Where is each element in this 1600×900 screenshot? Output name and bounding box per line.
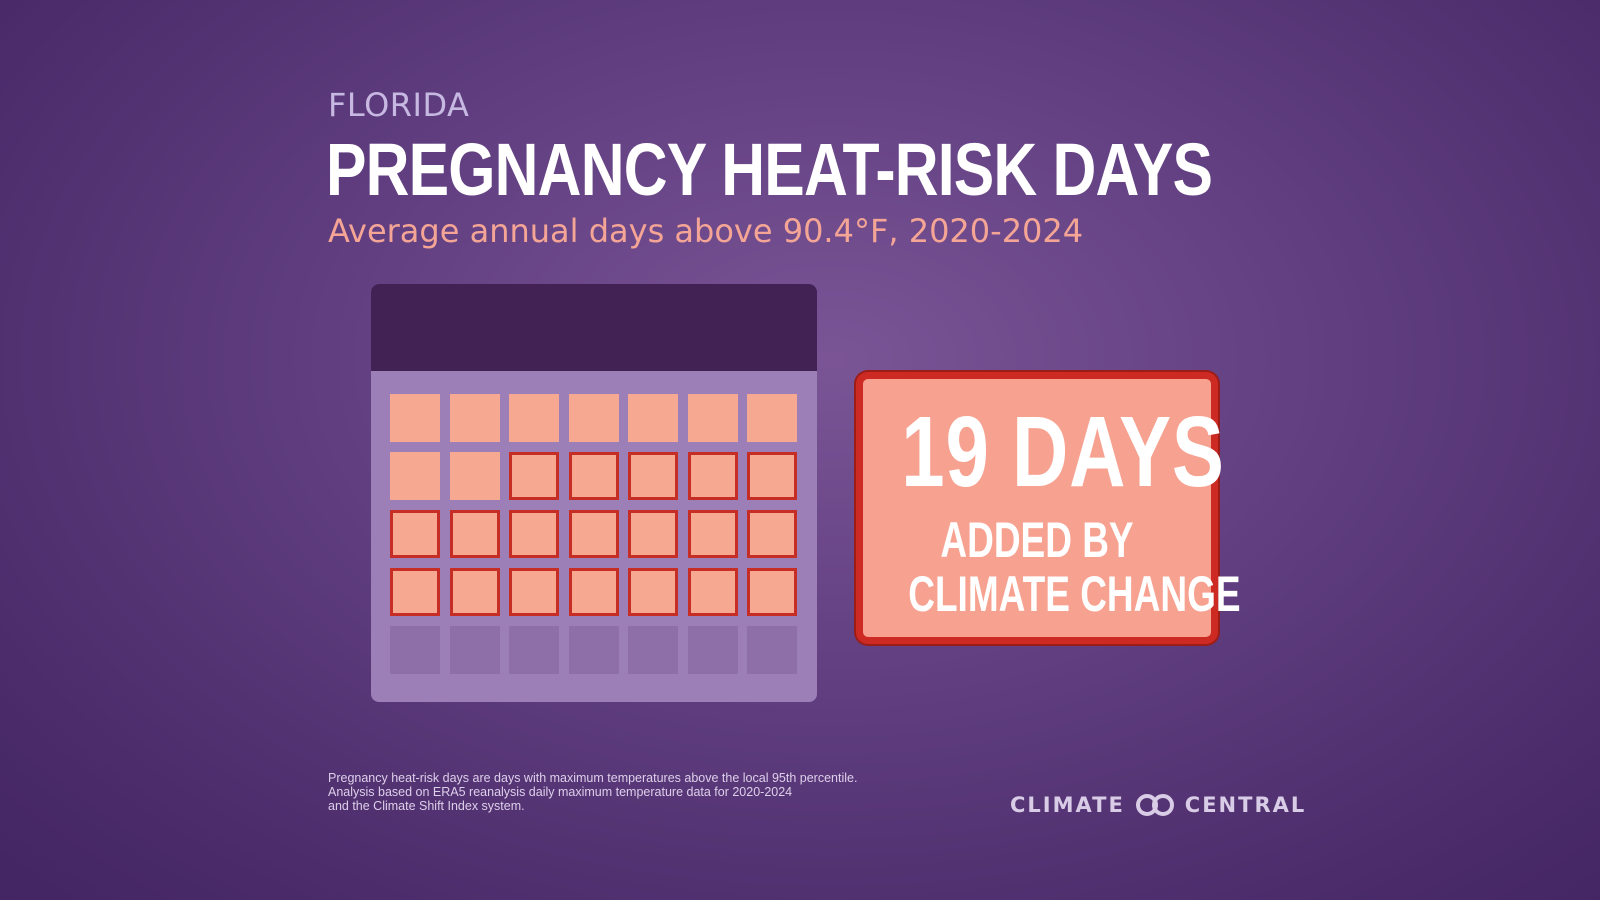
calendar-added-heat-day	[747, 452, 797, 500]
badge-caption-line1: ADDED BY	[940, 512, 1134, 568]
calendar-empty-day	[628, 626, 678, 674]
badge-caption: ADDED BY CLIMATE CHANGE	[908, 512, 1241, 622]
state-label: FLORIDA	[328, 86, 470, 124]
calendar-header	[371, 284, 817, 371]
calendar-heat-day	[687, 394, 738, 442]
days-count-text: 19 DAYS	[901, 396, 1225, 508]
calendar-heat-day	[390, 452, 440, 500]
climate-central-logo: CLIMATE CENTRAL	[1010, 791, 1306, 819]
calendar-heat-day	[568, 394, 619, 442]
calendar-added-heat-day	[509, 510, 559, 558]
footnote-line1: Pregnancy heat-risk days are days with m…	[328, 771, 858, 785]
calendar-added-heat-day	[747, 568, 797, 616]
logo-text-climate: CLIMATE	[1010, 793, 1125, 817]
calendar-empty-day	[568, 626, 619, 674]
calendar-added-heat-day	[390, 568, 440, 616]
calendar-added-heat-day	[568, 568, 619, 616]
calendar-added-heat-day	[568, 510, 619, 558]
calendar-added-heat-day	[687, 568, 738, 616]
calendar-empty-day	[509, 626, 559, 674]
days-added-badge: 19 DAYS ADDED BY CLIMATE CHANGE	[856, 372, 1241, 644]
calendar-added-heat-day	[628, 510, 678, 558]
calendar-heat-day	[449, 394, 500, 442]
page-subtitle: Average annual days above 90.4°F, 2020-2…	[328, 212, 1084, 250]
methodology-footnote: Pregnancy heat-risk days are days with m…	[328, 771, 948, 813]
footnote-line2: Analysis based on ERA5 reanalysis daily …	[328, 785, 793, 799]
calendar-added-heat-day	[687, 510, 738, 558]
calendar-empty-day	[747, 626, 797, 674]
calendar-added-heat-day	[449, 568, 500, 616]
calendar-added-heat-day	[568, 452, 619, 500]
calendar-added-heat-day	[628, 452, 678, 500]
calendar-heat-day	[390, 394, 440, 442]
footnote-line3: and the Climate Shift Index system.	[328, 799, 525, 813]
calendar-added-heat-day	[747, 510, 797, 558]
calendar-graphic	[371, 284, 817, 702]
calendar-empty-day	[449, 626, 500, 674]
calendar-added-heat-day	[628, 568, 678, 616]
calendar-heat-day	[449, 452, 500, 500]
badge-caption-line2: CLIMATE CHANGE	[908, 566, 1241, 622]
calendar-added-heat-day	[509, 452, 559, 500]
calendar-added-heat-day	[687, 452, 738, 500]
calendar-heat-day	[509, 394, 559, 442]
calendar-empty-day	[687, 626, 738, 674]
calendar-heat-day	[628, 394, 678, 442]
calendar-empty-day	[390, 626, 440, 674]
page-title: PREGNANCY HEAT-RISK DAYS	[326, 128, 1213, 211]
calendar-added-heat-day	[509, 568, 559, 616]
climate-central-rings-icon	[1135, 794, 1174, 816]
calendar-added-heat-day	[390, 510, 440, 558]
logo-text-central: CENTRAL	[1184, 793, 1307, 817]
calendar-added-heat-day	[449, 510, 500, 558]
calendar-heat-day	[747, 394, 797, 442]
